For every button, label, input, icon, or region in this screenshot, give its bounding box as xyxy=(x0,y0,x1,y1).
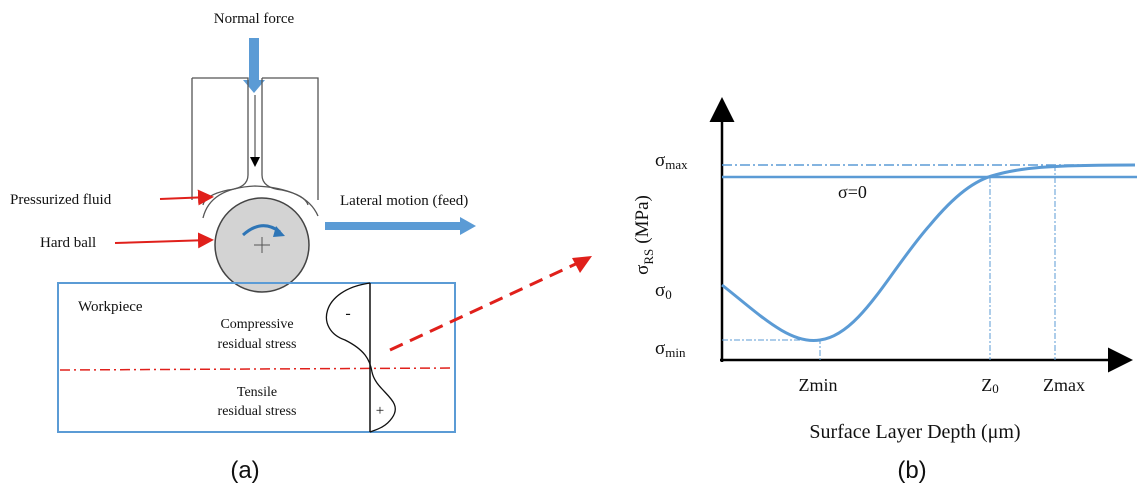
rotation-arrow-head xyxy=(273,226,285,237)
ball-arrow xyxy=(114,232,214,249)
stress-curve xyxy=(721,163,1136,343)
tensile-line-2: residual stress xyxy=(218,404,297,419)
panel-b: σRS(MPa) σmax σ=0 σ0 σmin Zmin Z0 Zmax S… xyxy=(632,97,1137,484)
y-axis-title: σRS(MPa) xyxy=(632,195,656,275)
zero-line-label: σ=0 xyxy=(838,182,867,202)
link-arrow xyxy=(389,260,581,352)
z-max-label: Zmax xyxy=(1043,375,1085,395)
force-arrow xyxy=(243,38,265,93)
z-min-label: Zmin xyxy=(799,375,838,395)
fluid-label: Pressurized fluid xyxy=(10,192,112,208)
motion-label: Lateral motion (feed) xyxy=(340,193,468,209)
link-arrow-head xyxy=(572,256,592,273)
plus-sign: + xyxy=(376,403,384,419)
motion-arrow xyxy=(325,217,476,235)
tool-body xyxy=(191,77,319,206)
panel-a: Normal force Pressurized fluid Hard ball… xyxy=(10,11,592,484)
sigma-min-label: σmin xyxy=(655,338,686,360)
ball-center xyxy=(254,237,270,253)
sigma-max-label: σmax xyxy=(655,150,688,172)
neutral-line xyxy=(59,367,454,371)
ball-label: Hard ball xyxy=(40,235,96,251)
caption-a: (a) xyxy=(230,457,259,484)
tensile-line-1: Tensile xyxy=(237,385,277,400)
workpiece xyxy=(57,282,456,433)
x-axis-title: Surface Layer Depth (μm) xyxy=(809,421,1020,443)
guide-lines xyxy=(722,165,1056,360)
sigma-0-label: σ0 xyxy=(655,280,672,302)
compressive-line-2: residual stress xyxy=(218,337,297,352)
workpiece-label: Workpiece xyxy=(78,299,143,315)
fluid-arrow xyxy=(159,189,214,206)
compressive-line-1: Compressive xyxy=(220,317,293,332)
minus-sign: - xyxy=(345,305,350,322)
normal-force-label: Normal force xyxy=(214,11,295,27)
stress-profile xyxy=(325,282,396,433)
caption-b: (b) xyxy=(897,457,926,484)
z-0-label: Z0 xyxy=(981,375,999,396)
